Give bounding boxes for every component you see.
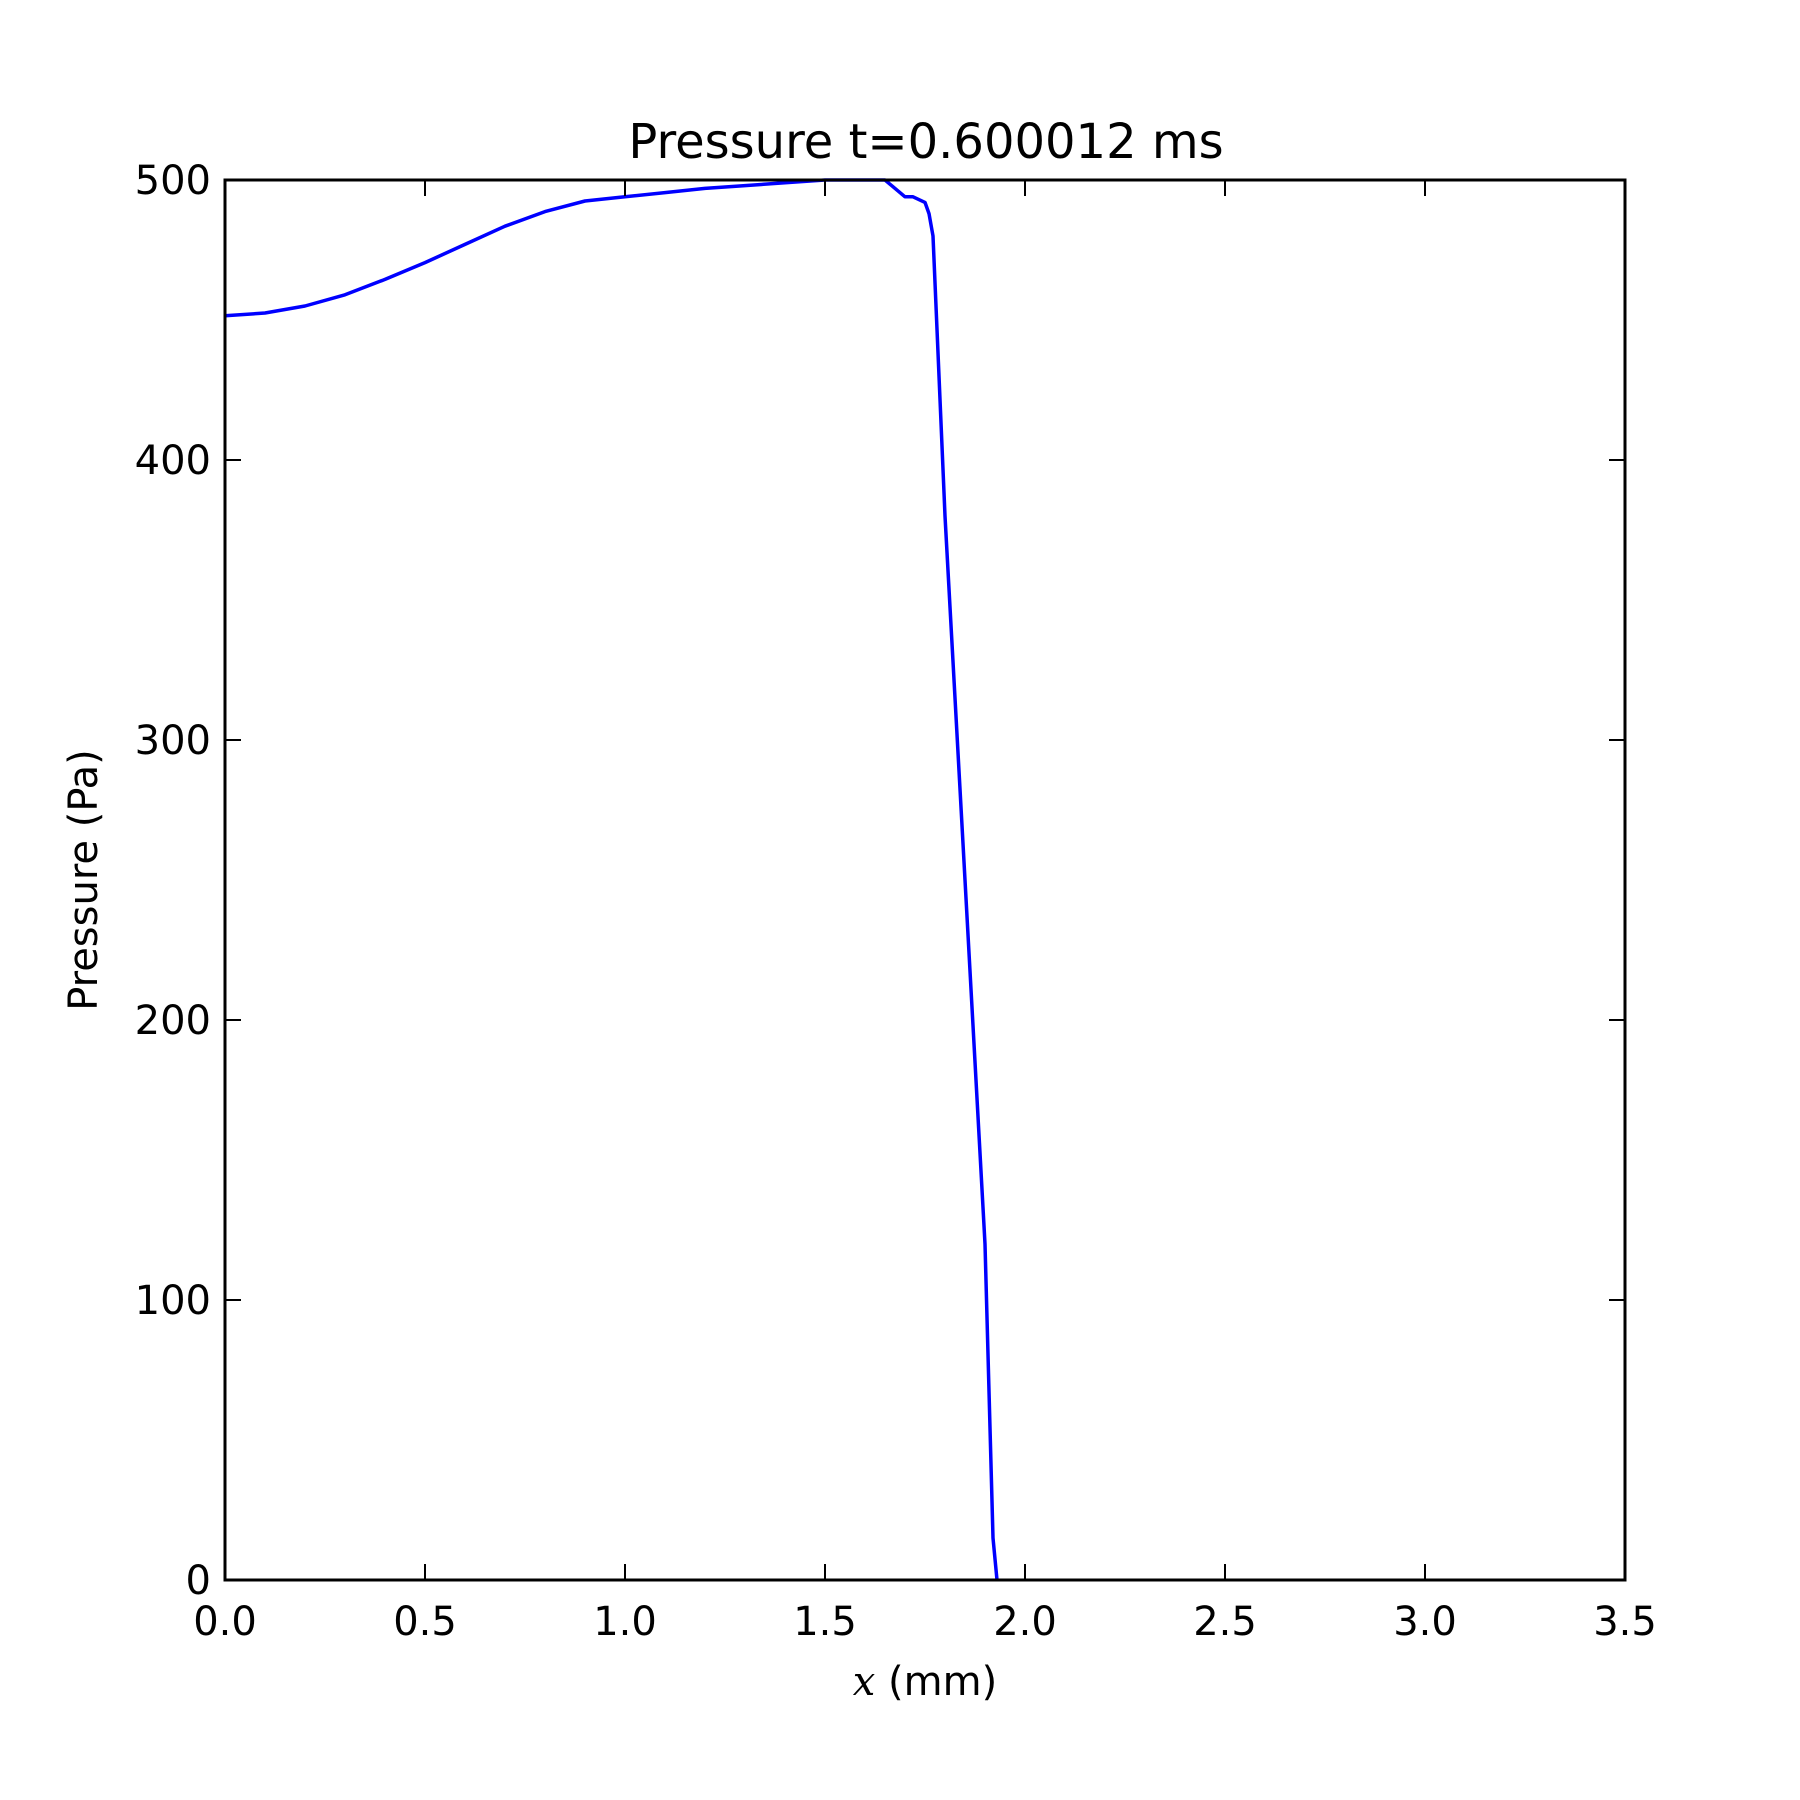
x-tick-label: 3.5 (1593, 1599, 1657, 1645)
y-tick-label: 300 (135, 718, 211, 764)
x-tick-label: 1.0 (593, 1599, 657, 1645)
y-tick-label: 0 (186, 1558, 211, 1604)
chart-title: Pressure t=0.600012 ms (628, 114, 1223, 170)
x-tick-label: 1.5 (793, 1599, 857, 1645)
y-tick-label: 400 (135, 438, 211, 484)
x-tick-label: 3.0 (1393, 1599, 1457, 1645)
pressure-series-line (224, 178, 999, 1581)
y-tick-label: 200 (135, 998, 211, 1044)
x-tick-label: 2.5 (1193, 1599, 1257, 1645)
y-tick-label: 100 (135, 1278, 211, 1324)
plot-frame (223, 178, 1627, 1582)
x-axis-label: x (mm) (853, 1659, 997, 1705)
x-axis-unit: (mm) (875, 1659, 997, 1705)
x-axis-variable: x (853, 1659, 876, 1705)
x-tick-label: 2.0 (993, 1599, 1057, 1645)
series-layer (224, 178, 999, 1581)
y-axis-label: Pressure (Pa) (61, 749, 107, 1011)
y-tick-label: 500 (135, 158, 211, 204)
x-tick-label: 0.0 (193, 1599, 257, 1645)
x-tick-label: 0.5 (393, 1599, 457, 1645)
ticks-layer: 0.0 0.5 1.0 1.5 2.0 2.5 3.0 3.5 0 100 200 300 400 500 (135, 158, 1657, 1645)
